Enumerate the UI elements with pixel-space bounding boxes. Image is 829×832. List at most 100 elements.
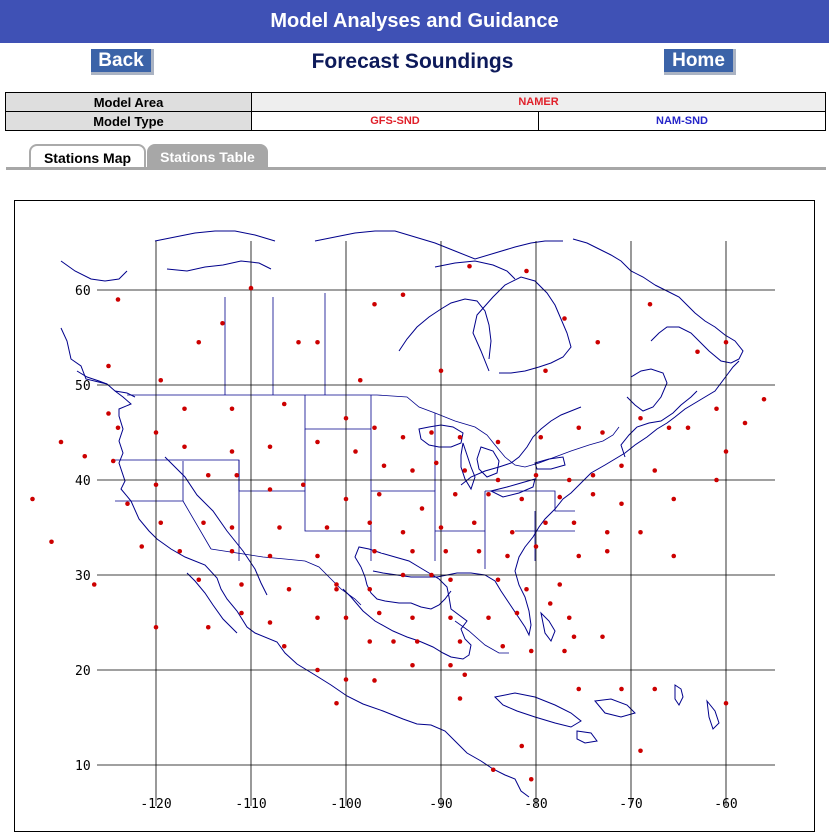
station-marker[interactable] [566,615,572,621]
station-marker[interactable] [571,520,577,526]
station-marker[interactable] [671,553,677,559]
station-marker[interactable] [619,463,624,469]
station-marker[interactable] [476,548,482,554]
station-marker[interactable] [590,472,596,478]
station-marker[interactable] [286,586,292,592]
station-marker[interactable] [334,586,339,592]
station-marker[interactable] [457,434,463,440]
station-marker[interactable] [438,525,444,530]
station-marker[interactable] [229,449,235,454]
station-marker[interactable] [462,468,468,473]
station-marker[interactable] [519,743,525,749]
station-marker[interactable] [315,615,320,621]
station-marker[interactable] [353,449,358,454]
tab-stations-table[interactable]: Stations Table [147,144,268,169]
station-marker[interactable] [239,582,244,587]
station-marker[interactable] [495,439,501,445]
station-marker[interactable] [419,506,425,511]
station-marker[interactable] [400,572,406,578]
station-marker[interactable] [391,639,396,644]
station-marker[interactable] [595,339,601,345]
station-marker[interactable] [448,615,453,621]
station-marker[interactable] [153,430,159,435]
station-marker[interactable] [543,368,548,374]
station-marker[interactable] [376,610,382,616]
station-marker[interactable] [106,411,111,416]
station-marker[interactable] [538,434,544,440]
station-marker[interactable] [562,648,567,654]
station-marker[interactable] [229,406,235,412]
station-marker[interactable] [604,529,610,535]
station-marker[interactable] [229,525,235,530]
station-marker[interactable] [115,297,121,302]
station-marker[interactable] [400,292,406,298]
back-button[interactable]: Back [91,49,154,75]
station-marker[interactable] [125,501,130,507]
station-marker[interactable] [457,696,463,701]
station-marker[interactable] [524,268,529,274]
station-marker[interactable] [638,415,643,421]
station-marker[interactable] [414,639,420,644]
station-marker[interactable] [557,582,563,587]
station-marker[interactable] [433,460,439,466]
station-marker[interactable] [49,539,54,545]
station-marker[interactable] [590,491,596,497]
station-marker[interactable] [158,377,164,383]
station-marker[interactable] [196,339,202,345]
station-marker[interactable] [196,577,202,583]
station-marker[interactable] [543,520,548,526]
station-marker[interactable] [410,662,415,668]
station-marker[interactable] [761,396,767,402]
station-marker[interactable] [647,301,653,307]
model-type-option-nam-snd[interactable]: NAM-SND [538,111,826,131]
model-area-option-namer[interactable]: NAMER [251,92,826,112]
station-marker[interactable] [505,553,510,559]
station-marker[interactable] [438,368,444,374]
station-marker[interactable] [153,482,159,488]
station-marker[interactable] [410,548,415,554]
station-marker[interactable] [452,491,458,497]
station-marker[interactable] [514,610,520,616]
station-marker[interactable] [576,553,582,559]
station-marker[interactable] [509,529,515,535]
station-marker[interactable] [671,496,677,502]
station-marker[interactable] [229,548,235,554]
station-marker[interactable] [267,553,273,559]
station-marker[interactable] [281,401,287,407]
station-marker[interactable] [357,377,363,383]
station-marker[interactable] [381,463,387,469]
station-marker[interactable] [528,648,534,654]
station-marker[interactable] [315,339,320,345]
station-marker[interactable] [467,263,472,269]
station-marker[interactable] [248,285,254,291]
station-marker[interactable] [495,477,501,483]
station-marker[interactable] [519,496,525,502]
station-marker[interactable] [315,439,320,445]
station-marker[interactable] [234,472,240,478]
station-marker[interactable] [500,643,506,649]
station-marker[interactable] [376,491,382,497]
station-marker[interactable] [277,525,282,530]
home-button[interactable]: Home [664,49,736,75]
station-marker[interactable] [372,425,377,431]
station-marker[interactable] [177,548,183,554]
station-marker[interactable] [619,501,624,507]
station-marker[interactable] [638,529,643,535]
station-marker[interactable] [153,624,159,630]
station-marker[interactable] [490,767,496,773]
station-marker[interactable] [652,686,658,692]
station-marker[interactable] [576,686,582,692]
station-marker[interactable] [372,678,377,683]
station-marker[interactable] [343,496,349,502]
station-marker[interactable] [82,453,88,459]
station-marker[interactable] [604,548,610,554]
station-marker[interactable] [372,548,377,554]
station-marker[interactable] [638,748,643,754]
station-marker[interactable] [58,439,64,445]
station-marker[interactable] [324,525,330,530]
station-marker[interactable] [367,639,373,644]
station-marker[interactable] [158,520,164,526]
station-marker[interactable] [281,643,287,649]
station-marker[interactable] [486,615,491,621]
station-marker[interactable] [600,634,605,640]
